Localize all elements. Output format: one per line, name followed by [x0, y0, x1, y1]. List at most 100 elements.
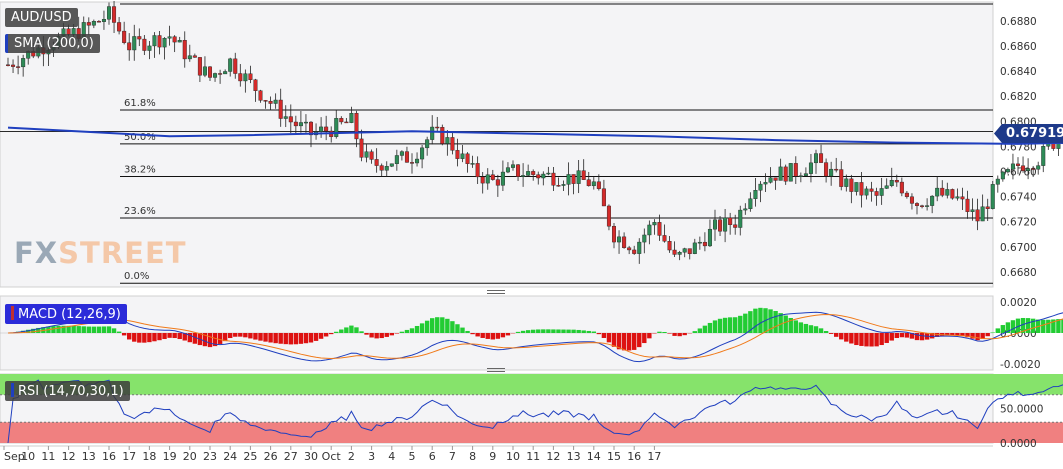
- candle-body: [849, 178, 854, 192]
- candle-body: [657, 222, 662, 236]
- candle-body: [197, 57, 202, 76]
- candle-body: [243, 73, 248, 82]
- candle-body: [187, 55, 192, 60]
- rsi-overbought-zone: [0, 374, 1063, 395]
- macd-hist-bar: [722, 317, 728, 333]
- macd-hist-bar: [495, 333, 501, 339]
- candle-body: [738, 209, 743, 228]
- pane-resize-handle[interactable]: [487, 368, 505, 369]
- macd-hist-bar: [904, 333, 910, 338]
- macd-hist-bar: [172, 333, 177, 339]
- candle-body: [415, 158, 420, 164]
- candle-body: [773, 177, 778, 181]
- macd-hist-bar: [288, 333, 293, 345]
- candle-body: [465, 153, 470, 164]
- macd-hist-bar: [475, 333, 480, 337]
- macd-hist-bar: [536, 329, 541, 333]
- candle-body: [253, 79, 258, 91]
- candle-body: [1041, 146, 1046, 166]
- macd-hist-bar: [596, 333, 602, 335]
- macd-hist-bar: [884, 333, 889, 343]
- candle-body: [142, 38, 147, 51]
- macd-hist-bar: [465, 330, 470, 333]
- macd-hist-bar: [152, 333, 157, 342]
- macd-hist-bar: [844, 333, 849, 342]
- candle-body: [970, 209, 975, 212]
- candle-body: [500, 171, 505, 186]
- candle-body: [778, 166, 783, 181]
- candle-body: [117, 22, 122, 32]
- candle-body: [101, 19, 106, 22]
- macd-hist-bar: [1051, 319, 1056, 333]
- macd-hist-bar: [480, 333, 485, 338]
- fib-label: 50.0%: [124, 132, 156, 143]
- time-axis-label: 23: [203, 450, 217, 463]
- macd-hist-bar: [571, 329, 576, 333]
- candle-body: [86, 22, 91, 26]
- candle-body: [748, 198, 753, 210]
- candle-body: [859, 182, 864, 196]
- time-axis-label: 16: [102, 450, 116, 463]
- macd-hist-bar: [233, 333, 238, 337]
- macd-hist-bar: [919, 333, 925, 341]
- macd-hist-bar: [601, 333, 607, 338]
- macd-hist-bar: [970, 333, 975, 339]
- macd-hist-bar: [733, 317, 738, 333]
- candle-body: [278, 99, 283, 119]
- candle-body: [339, 118, 344, 123]
- candle-body: [374, 159, 379, 166]
- candle-body: [132, 36, 137, 51]
- time-axis-label: 10: [21, 450, 35, 463]
- candle-body: [591, 181, 596, 187]
- candle-body: [182, 40, 187, 60]
- macd-hist-bar: [182, 333, 187, 341]
- candle-body: [485, 174, 490, 184]
- candle-body: [667, 241, 672, 251]
- candle-body: [516, 164, 521, 177]
- macd-hist-bar: [162, 333, 167, 340]
- time-axis-label: 25: [243, 450, 257, 463]
- candle-body: [819, 153, 824, 163]
- macd-hist-bar: [783, 315, 788, 333]
- time-axis-label: 14: [587, 450, 601, 463]
- time-axis-label: 12: [62, 450, 76, 463]
- fxstreet-logo: FXSTREET: [14, 236, 187, 270]
- macd-hist-bar: [834, 333, 839, 337]
- candle-body: [309, 121, 314, 136]
- macd-hist-bar: [1041, 319, 1046, 333]
- candle-body: [16, 66, 21, 68]
- candle-body: [647, 224, 652, 236]
- candle-body: [349, 112, 354, 123]
- macd-hist-bar: [460, 327, 465, 333]
- candle-body: [808, 162, 813, 174]
- candle-body: [233, 58, 238, 74]
- macd-hist-bar: [950, 333, 955, 336]
- macd-hist-bar: [61, 325, 66, 333]
- candle-body: [521, 175, 526, 177]
- time-axis-label: 15: [607, 450, 621, 463]
- pane-resize-handle[interactable]: [487, 290, 505, 291]
- candle-body: [758, 183, 763, 191]
- time-axis-label: Sep: [4, 450, 25, 463]
- candle-body: [369, 151, 374, 160]
- time-axis-label: 2: [348, 450, 355, 463]
- macd-hist-bar: [874, 333, 879, 347]
- candle-body: [177, 40, 182, 43]
- macd-hist-bar: [677, 333, 682, 337]
- macd-hist-bar: [758, 307, 763, 333]
- candle-body: [950, 189, 955, 199]
- macd-hist-bar: [566, 329, 571, 333]
- candle-body: [268, 100, 273, 104]
- macd-hist-bar: [914, 333, 920, 341]
- macd-hist-bar: [935, 333, 940, 337]
- macd-hist-bar: [707, 322, 713, 333]
- candle-body: [935, 187, 940, 197]
- macd-hist-bar: [1030, 318, 1036, 333]
- candle-body: [1010, 163, 1015, 170]
- macd-hist-bar: [76, 326, 81, 333]
- macd-hist-bar: [768, 309, 773, 333]
- candle-body: [677, 252, 682, 255]
- candle-body: [364, 151, 369, 158]
- macd-hist-bar: [556, 329, 561, 333]
